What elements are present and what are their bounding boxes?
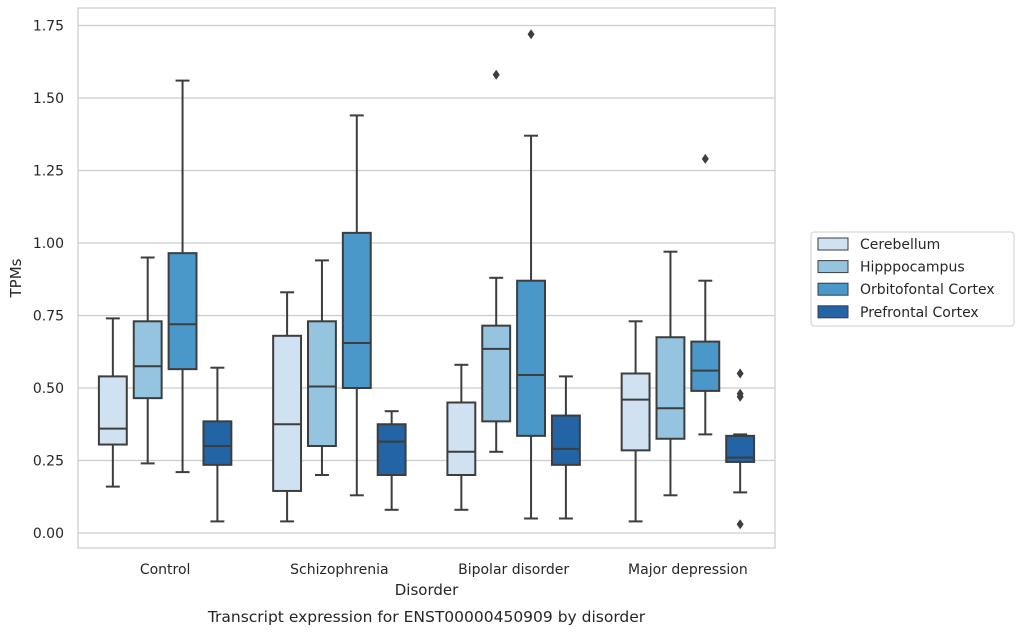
box-prefrontal-cortex — [202, 366, 233, 523]
box-iqr — [202, 420, 233, 466]
box-iqr — [132, 320, 163, 400]
legend-swatch — [817, 282, 849, 296]
box-iqr — [516, 279, 546, 437]
box-iqr — [341, 231, 372, 389]
legend-label: Prefrontal Cortex — [860, 305, 979, 321]
box-iqr — [307, 320, 337, 447]
y-axis-label: TPMs — [7, 258, 25, 298]
box-iqr — [97, 375, 128, 446]
box-cerebellum — [272, 291, 303, 523]
box-hipppocampus — [307, 259, 337, 476]
box-iqr — [620, 372, 651, 452]
x-tick-label: Schizophrenia — [290, 562, 388, 578]
box-iqr — [446, 401, 477, 476]
box-iqr — [550, 414, 581, 466]
box-cerebellum — [446, 363, 477, 511]
legend-label: Orbitofontal Cortex — [860, 282, 995, 298]
y-tick-label: 0.00 — [33, 526, 64, 542]
y-tick-label: 1.00 — [33, 236, 64, 252]
y-tick-label: 0.75 — [33, 309, 64, 325]
legend-swatch — [817, 305, 849, 319]
outlier-point — [527, 29, 535, 40]
y-axis-ticks: 0.00 0.25 0.50 0.75 1.00 1.25 1.50 1.75 — [33, 19, 64, 543]
box-iqr — [481, 324, 512, 423]
box-orbitofontal-cortex — [167, 79, 198, 474]
x-tick-label: Bipolar disorder — [458, 562, 569, 578]
legend-swatch — [817, 260, 849, 274]
outlier-point — [736, 519, 744, 530]
box-orbitofontal-cortex — [516, 29, 546, 520]
y-tick-label: 1.50 — [33, 91, 64, 107]
legend-label: Cerebellum — [860, 237, 940, 253]
box-orbitofontal-cortex — [690, 153, 721, 436]
plot-area-frame — [77, 7, 776, 549]
box-hipppocampus — [481, 69, 512, 453]
x-axis-ticks: Control Schizophrenia Bipolar disorder Majo… — [140, 562, 748, 578]
y-tick-label: 0.25 — [33, 454, 64, 470]
x-tick-label: Major depression — [628, 562, 748, 578]
box-plot-groups — [97, 29, 756, 530]
box-hipppocampus — [132, 256, 163, 465]
box-hipppocampus — [655, 250, 686, 497]
x-axis-label: Disorder — [395, 581, 459, 599]
box-cerebellum — [97, 317, 128, 488]
legend-frame — [810, 231, 1015, 327]
y-tick-label: 1.75 — [33, 19, 64, 35]
box-iqr — [272, 334, 303, 492]
box-prefrontal-cortex — [376, 410, 407, 511]
outlier-point — [701, 153, 709, 164]
box-iqr — [376, 423, 407, 476]
outlier-point — [736, 391, 744, 402]
y-tick-label: 1.25 — [33, 164, 64, 180]
outlier-point — [492, 69, 500, 80]
outlier-point — [736, 368, 744, 379]
box-iqr — [655, 336, 686, 440]
y-tick-label: 0.50 — [33, 381, 64, 397]
box-iqr — [690, 340, 721, 392]
box-prefrontal-cortex — [725, 368, 756, 530]
box-iqr — [167, 252, 198, 371]
box-orbitofontal-cortex — [341, 114, 372, 497]
x-tick-label: Control — [140, 562, 191, 578]
chart-caption: Transcript expression for ENST0000045090… — [207, 608, 646, 626]
legend-swatch — [817, 237, 849, 251]
legend-label: Hipppocampus — [860, 260, 965, 276]
legend: Cerebellum Hipppocampus Orbitofontal Corte… — [810, 231, 1015, 327]
box-cerebellum — [620, 320, 651, 523]
box-prefrontal-cortex — [550, 375, 581, 520]
